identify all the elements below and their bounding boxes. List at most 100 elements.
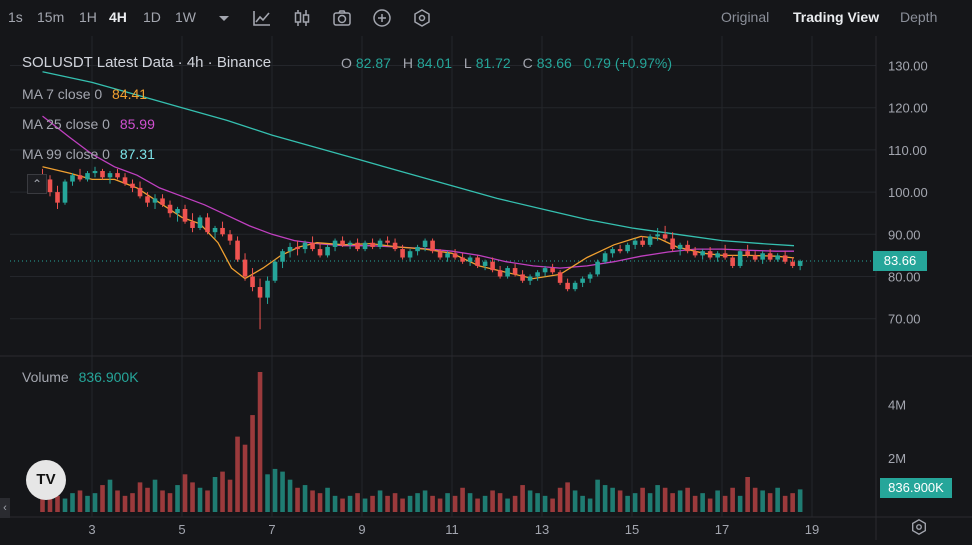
- candle-body: [160, 198, 165, 205]
- candle-body: [137, 187, 143, 197]
- candle-body: [490, 261, 495, 271]
- candle-body: [475, 257, 480, 266]
- volume-legend: Volume 836.900K: [22, 369, 139, 385]
- view-depth[interactable]: Depth: [900, 9, 938, 25]
- symbol-name: SOLUSDT Latest Data: [22, 54, 174, 71]
- volume-bar: [407, 495, 413, 512]
- candle-body: [175, 208, 180, 214]
- volume-bar: [767, 493, 773, 512]
- candle-body: [677, 244, 683, 250]
- volume-bar: [595, 479, 600, 512]
- x-tick-label: 7: [268, 522, 275, 537]
- timeframe-1d[interactable]: 1D: [143, 9, 161, 25]
- candle-body: [220, 227, 225, 235]
- volume-bar: [760, 490, 765, 512]
- volume-bar: [625, 495, 630, 512]
- volume-bar: [130, 493, 135, 512]
- ohlc-values: O 82.87 H 84.01 L 81.72 C 83.66 0.79 (+0.97%…: [341, 55, 676, 71]
- candle-body: [325, 246, 330, 256]
- camera-icon[interactable]: [332, 8, 352, 28]
- candle-body: [62, 181, 68, 203]
- candle-body: [452, 253, 458, 258]
- candle-body: [745, 251, 750, 256]
- volume-bar: [137, 482, 143, 512]
- change-value: 0.79 (+0.97%): [583, 55, 673, 71]
- ma7-line: [42, 166, 795, 280]
- timeframe-1s[interactable]: 1s: [8, 9, 23, 25]
- volume-bar: [730, 487, 735, 512]
- x-tick-label: 15: [625, 522, 639, 537]
- x-tick-label: 19: [805, 522, 819, 537]
- candle-body: [295, 246, 300, 250]
- volume-bar: [572, 490, 578, 512]
- candle-body: [55, 192, 60, 203]
- timeframe-1h[interactable]: 1H: [79, 9, 97, 25]
- timeframe-15m[interactable]: 15m: [37, 9, 65, 25]
- candlestick-chart[interactable]: 130.00 120.00 110.00 100.00 90.00 80.00 70.00 4…: [0, 36, 972, 540]
- candle-body: [212, 227, 218, 233]
- indicator-icon[interactable]: [252, 8, 272, 28]
- volume-bar: [355, 493, 360, 512]
- candle-body: [587, 274, 593, 279]
- exchange-label: Binance: [216, 54, 272, 71]
- candle-body: [85, 173, 90, 180]
- candle-body: [265, 280, 270, 298]
- ma99-line: [42, 71, 795, 247]
- volume-bar: [520, 485, 525, 512]
- volume-bar: [475, 498, 480, 512]
- collapse-legend-icon[interactable]: ⌃: [27, 174, 47, 194]
- y-tick-label: 120.00: [888, 101, 928, 116]
- chart-area[interactable]: 130.00 120.00 110.00 100.00 90.00 80.00 70.00 4…: [0, 36, 972, 540]
- ma25-value: 85.99: [119, 116, 155, 132]
- dropdown-icon[interactable]: [214, 8, 234, 28]
- low-value: 81.72: [475, 55, 511, 71]
- volume-bar: [62, 498, 68, 512]
- timeframe-4h[interactable]: 4H: [109, 9, 127, 25]
- volume-bar: [212, 477, 218, 512]
- candle-body: [70, 175, 75, 182]
- top-toolbar: 1s 15m 1H 4H 1D 1W Original Trading View…: [0, 0, 972, 36]
- y-tick-label: 90.00: [888, 227, 921, 242]
- candle-body: [280, 251, 285, 262]
- view-original[interactable]: Original: [721, 9, 770, 25]
- candle-body: [797, 261, 803, 266]
- volume-bar: [287, 479, 293, 512]
- volume-bar: [647, 493, 653, 512]
- candle-body: [437, 251, 443, 258]
- candle-body: [595, 261, 600, 275]
- volume-bar: [175, 485, 180, 512]
- x-tick-label: 3: [88, 522, 95, 537]
- candle-body: [145, 196, 150, 203]
- scroll-left-icon[interactable]: ‹: [0, 498, 10, 518]
- volume-bar: [422, 490, 428, 512]
- candle-body: [182, 208, 188, 222]
- volume-bar: [242, 444, 248, 512]
- candle-body: [347, 242, 353, 245]
- ma99-label: MA 99 close 0: [22, 146, 110, 162]
- candle-body: [737, 251, 743, 266]
- volume-bar: [415, 493, 420, 512]
- volume-tick-label: 2M: [888, 451, 906, 466]
- chart-settings-icon[interactable]: [910, 518, 928, 536]
- candle-body: [392, 242, 398, 250]
- add-icon[interactable]: [372, 8, 392, 28]
- view-trading-view[interactable]: Trading View: [793, 9, 880, 25]
- x-tick-label: 9: [358, 522, 365, 537]
- candle-type-icon[interactable]: [292, 8, 312, 28]
- volume-bar: [490, 490, 495, 512]
- candle-body: [362, 242, 368, 250]
- candle-body: [482, 261, 488, 266]
- settings-hex-icon[interactable]: [412, 8, 432, 28]
- volume-bar: [310, 490, 315, 512]
- timeframe-1w[interactable]: 1W: [175, 9, 196, 25]
- volume-bar: [797, 489, 803, 512]
- x-tick-label: 11: [445, 522, 459, 537]
- candle-body: [47, 179, 53, 193]
- volume-bar: [617, 490, 623, 512]
- x-tick-label: 17: [715, 522, 729, 537]
- candle-body: [205, 217, 210, 233]
- volume-bar: [700, 493, 705, 512]
- ma7-legend: MA 7 close 0 84.41: [22, 86, 147, 102]
- candle-body: [565, 282, 570, 290]
- candle-body: [235, 240, 240, 260]
